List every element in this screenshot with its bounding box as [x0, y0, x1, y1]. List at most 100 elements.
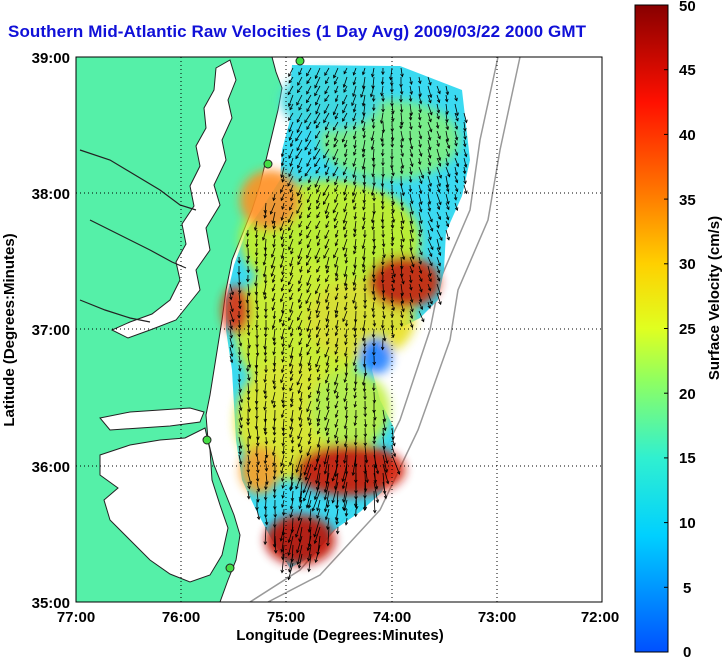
velocity-vector	[271, 391, 276, 404]
velocity-vector-head	[390, 225, 395, 229]
velocity-vector	[274, 337, 276, 346]
velocity-vector	[336, 499, 339, 509]
velocity-vector-head	[427, 162, 432, 167]
velocity-vector	[272, 301, 276, 311]
velocity-vector-head	[299, 423, 303, 428]
velocity-vector	[344, 139, 348, 148]
velocity-vector-head	[316, 242, 321, 247]
velocity-vector-head	[445, 119, 449, 123]
velocity-vector-head	[436, 224, 440, 229]
velocity-vector	[281, 148, 285, 157]
velocity-vector-head	[334, 517, 339, 522]
velocity-vector	[255, 373, 258, 383]
velocity-vector-head	[435, 125, 440, 129]
velocity-vector	[436, 94, 440, 103]
velocity-vector	[418, 247, 423, 255]
velocity-vector-head	[298, 499, 303, 503]
velocity-vector-head	[264, 521, 269, 526]
velocity-vector	[335, 508, 339, 521]
velocity-vector	[289, 184, 294, 193]
velocity-vector	[316, 292, 321, 304]
velocity-vector-head	[384, 469, 389, 474]
velocity-vector-head	[352, 192, 356, 197]
velocity-vector	[334, 472, 339, 490]
velocity-vector-head	[370, 137, 374, 142]
velocity-vector	[418, 175, 423, 184]
velocity-vector-head	[428, 272, 432, 277]
velocity-vector-head	[429, 300, 433, 305]
velocity-vector-head	[437, 246, 441, 251]
velocity-vector	[289, 355, 294, 367]
velocity-vector-head	[263, 460, 268, 465]
velocity-vector	[325, 274, 330, 282]
velocity-vector-head	[344, 260, 349, 264]
velocity-vector	[353, 166, 357, 178]
velocity-vector	[274, 382, 276, 390]
velocity-vector-head	[419, 229, 423, 234]
velocity-vector	[305, 292, 312, 304]
velocity-vector-head	[410, 238, 414, 243]
velocity-vector-head	[315, 110, 319, 115]
velocity-vector-head	[272, 225, 276, 230]
velocity-vector-head	[372, 352, 376, 356]
velocity-vector	[273, 328, 276, 341]
velocity-vector-head	[264, 514, 268, 519]
velocity-vector	[315, 220, 321, 229]
velocity-vector	[391, 229, 394, 241]
velocity-vector-head	[331, 477, 335, 482]
velocity-vector-head	[409, 171, 413, 176]
velocity-vector-head	[438, 201, 442, 206]
velocity-vector-head	[409, 299, 414, 304]
velocity-vector-head	[391, 279, 396, 284]
velocity-vector	[308, 328, 312, 338]
velocity-vector	[352, 184, 357, 196]
velocity-vector-head	[289, 514, 293, 518]
velocity-vector	[316, 508, 321, 519]
velocity-vector-head	[334, 434, 338, 439]
velocity-vector	[238, 454, 242, 465]
velocity-vector	[427, 148, 431, 159]
velocity-vector-head	[437, 189, 441, 193]
velocity-vector-head	[462, 170, 467, 175]
velocity-vector-head	[238, 431, 242, 436]
velocity-vector-head	[372, 107, 376, 112]
velocity-vector	[289, 130, 294, 141]
velocity-vector	[400, 148, 404, 157]
velocity-vector	[297, 76, 303, 86]
velocity-vector	[306, 67, 312, 77]
velocity-vector-head	[446, 200, 450, 205]
velocity-vector	[344, 499, 348, 511]
velocity-vector	[296, 139, 303, 151]
velocity-vector-head	[324, 210, 329, 215]
velocity-vector	[308, 382, 312, 390]
velocity-vector	[436, 283, 441, 296]
velocity-vector-head	[255, 315, 260, 320]
velocity-vector	[272, 283, 276, 292]
velocity-vector	[316, 400, 321, 411]
velocity-vector-head	[315, 124, 319, 129]
velocity-vector	[343, 481, 348, 503]
velocity-vector	[400, 238, 403, 248]
velocity-vector	[307, 445, 312, 456]
velocity-vector-head	[334, 188, 338, 193]
velocity-vector	[391, 202, 394, 213]
velocity-vector	[256, 346, 259, 356]
velocity-vector	[409, 148, 413, 157]
velocity-vector-head	[237, 333, 242, 338]
velocity-vector-head	[263, 395, 268, 400]
velocity-vector	[316, 229, 321, 239]
velocity-vector	[334, 382, 339, 394]
velocity-vector	[325, 220, 330, 228]
velocity-vector	[299, 445, 303, 453]
velocity-vector	[436, 193, 442, 205]
velocity-vector	[308, 202, 312, 211]
velocity-vector	[334, 346, 339, 355]
velocity-vector-head	[372, 197, 376, 202]
velocity-vector-head	[445, 126, 449, 131]
velocity-vector-head	[245, 299, 250, 304]
velocity-vector	[418, 292, 422, 303]
velocity-vector-head	[280, 569, 285, 574]
velocity-vector	[281, 409, 285, 418]
velocity-vector	[306, 157, 312, 167]
velocity-vector-head	[390, 118, 395, 122]
